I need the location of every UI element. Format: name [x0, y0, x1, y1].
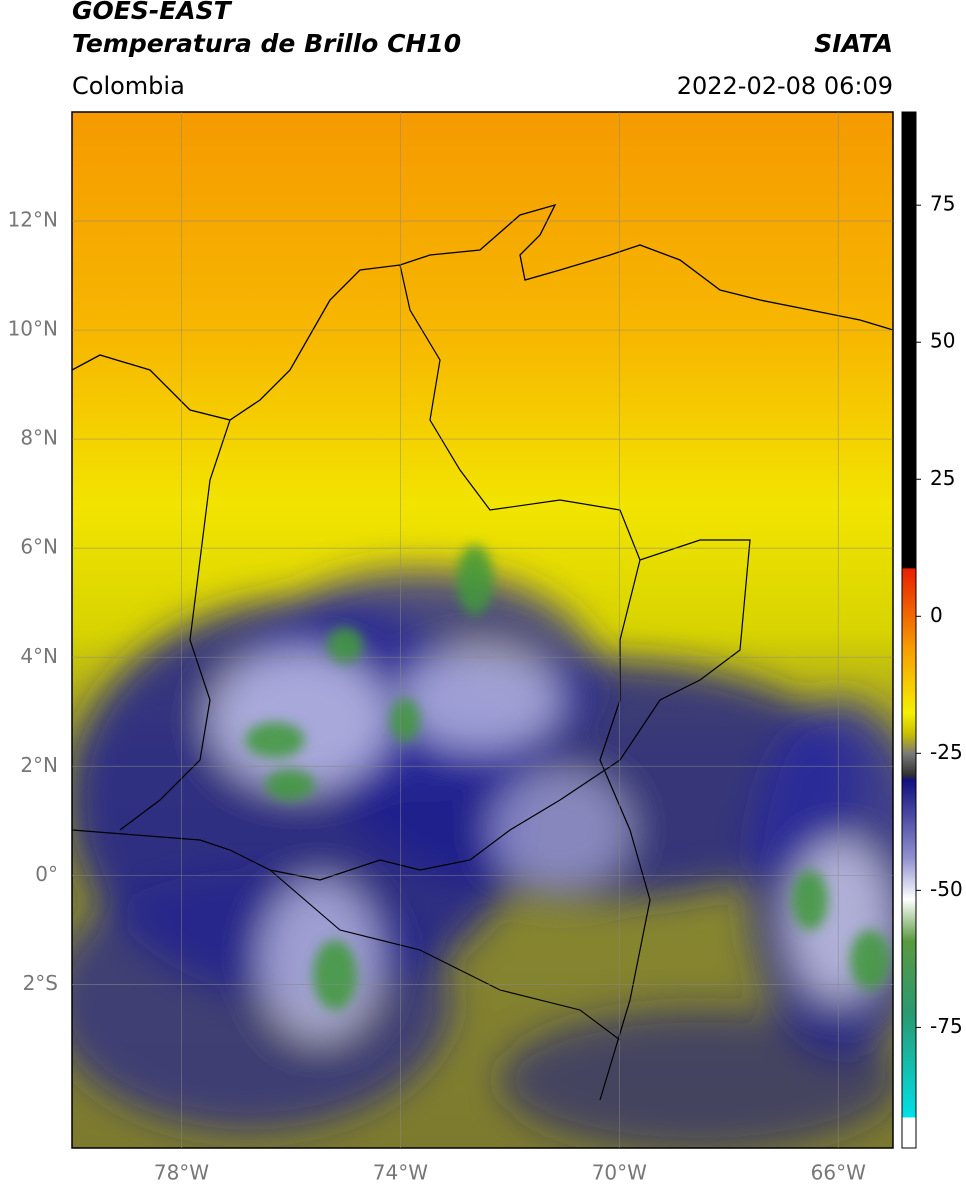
lat-tick-label: 4°N [20, 644, 58, 668]
colorbar-tick-label: 25 [930, 466, 955, 490]
subtitle: Temperatura de Brillo CH10 [72, 29, 461, 58]
lon-tick-label: 66°W [811, 1161, 866, 1185]
lat-tick-label: 2°S [23, 971, 58, 995]
datetime: 2022-02-08 06:09 [677, 72, 893, 100]
region: Colombia [72, 72, 185, 100]
lat-tick-label: 2°N [20, 753, 58, 777]
colorbar [901, 111, 917, 1149]
lon-tick-label: 74°W [373, 1161, 428, 1185]
colorbar-tick-label: 50 [930, 329, 955, 353]
colorbar-tick-label: -25 [930, 740, 963, 764]
map-frame [71, 111, 894, 1149]
lon-tick-label: 78°W [154, 1161, 209, 1185]
lat-tick-label: 8°N [20, 426, 58, 450]
colorbar-tick-label: -50 [930, 877, 963, 901]
lat-tick-label: 10°N [8, 317, 58, 341]
lat-tick-label: 12°N [8, 208, 58, 232]
colorbar-tick-label: 0 [930, 603, 943, 627]
lon-tick-label: 70°W [592, 1161, 647, 1185]
satellite-image [72, 112, 893, 1148]
colorbar-tick-label: 75 [930, 192, 955, 216]
title: GOES-EAST [72, 0, 233, 25]
lat-tick-label: 0° [35, 862, 58, 886]
colorbar-tick-label: -75 [930, 1014, 963, 1038]
lat-tick-label: 6°N [20, 535, 58, 559]
source: SIATA [814, 29, 893, 58]
